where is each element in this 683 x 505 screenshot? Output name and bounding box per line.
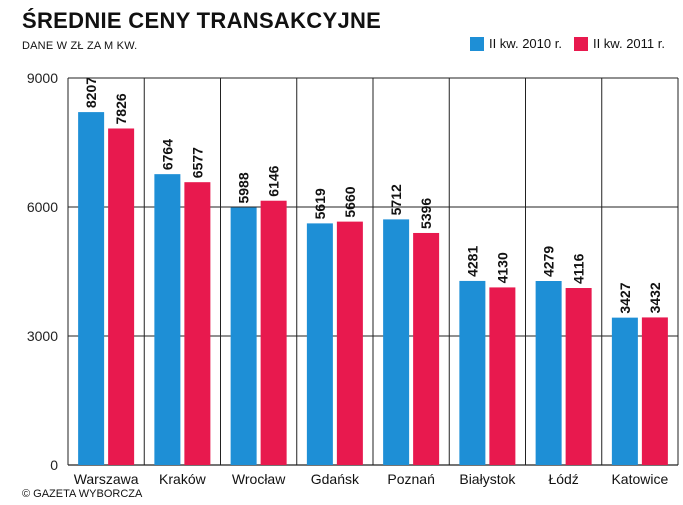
bar-Białystok-2011 <box>489 287 516 465</box>
legend-item-2011: II kw. 2011 r. <box>573 36 665 51</box>
bar-Warszawa-2010 <box>78 112 105 465</box>
bar-value-label-Łódź-2010: 4279 <box>541 246 557 277</box>
chart-subtitle: DANE W ZŁ ZA M KW. <box>22 40 138 52</box>
x-tick-label-Gdańsk: Gdańsk <box>311 471 360 487</box>
y-tick-label-0: 0 <box>50 457 58 473</box>
bar-Kraków-2010 <box>154 174 181 465</box>
chart-legend: II kw. 2010 r. II kw. 2011 r. <box>469 36 665 51</box>
bar-value-label-Gdańsk-2011: 5660 <box>342 186 358 217</box>
x-tick-label-Łódź: Łódź <box>548 471 578 487</box>
legend-label-2011: II kw. 2011 r. <box>592 36 665 51</box>
x-tick-label-Białystok: Białystok <box>459 471 516 487</box>
bar-Białystok-2010 <box>459 280 486 465</box>
bar-value-label-Łódź-2011: 4116 <box>571 253 587 284</box>
bar-Łódź-2011 <box>565 288 592 465</box>
credit-line: © GAZETA WYBORCZA <box>22 488 143 500</box>
x-tick-label-Wrocław: Wrocław <box>232 471 286 487</box>
bar-value-label-Katowice-2011: 3432 <box>647 282 663 313</box>
bar-Katowice-2011 <box>641 317 668 465</box>
bar-Łódź-2010 <box>535 281 562 465</box>
bar-value-label-Warszawa-2010: 8207 <box>83 77 99 108</box>
bar-value-label-Poznań-2011: 5396 <box>418 198 434 229</box>
legend-swatch-2011 <box>573 36 588 51</box>
bar-value-label-Poznań-2010: 5712 <box>388 184 404 215</box>
bar-value-label-Kraków-2010: 6764 <box>159 139 175 170</box>
bar-Warszawa-2011 <box>108 128 135 465</box>
legend-label-2010: II kw. 2010 r. <box>488 36 562 51</box>
y-tick-label-3000: 3000 <box>27 328 58 344</box>
x-tick-label-Katowice: Katowice <box>611 471 668 487</box>
y-tick-label-9000: 9000 <box>27 70 58 86</box>
bar-value-label-Wrocław-2010: 5988 <box>236 172 252 203</box>
bar-Wrocław-2011 <box>260 200 287 466</box>
bar-Gdańsk-2011 <box>336 221 363 465</box>
legend-swatch-2010 <box>469 36 484 51</box>
bar-value-label-Wrocław-2011: 6146 <box>266 165 282 196</box>
x-tick-label-Warszawa: Warszawa <box>74 471 139 487</box>
bar-Kraków-2011 <box>184 182 211 465</box>
bar-value-label-Gdańsk-2010: 5619 <box>312 188 328 219</box>
bar-value-label-Białystok-2010: 4281 <box>464 246 480 277</box>
x-tick-label-Poznań: Poznań <box>387 471 434 487</box>
chart-title: ŚREDNIE CENY TRANSAKCYJNE <box>22 8 382 33</box>
x-tick-label-Kraków: Kraków <box>159 471 207 487</box>
bar-Katowice-2010 <box>611 317 638 465</box>
y-tick-label-6000: 6000 <box>27 199 58 215</box>
bar-Poznań-2011 <box>413 232 440 465</box>
legend-item-2010: II kw. 2010 r. <box>469 36 562 51</box>
bar-Wrocław-2010 <box>230 207 257 466</box>
bar-value-label-Białystok-2011: 4130 <box>494 252 510 283</box>
bar-Poznań-2010 <box>383 219 410 465</box>
bar-value-label-Warszawa-2011: 7826 <box>113 93 129 124</box>
bar-value-label-Kraków-2011: 6577 <box>189 147 205 178</box>
bar-Gdańsk-2010 <box>306 223 333 465</box>
bar-value-label-Katowice-2010: 3427 <box>617 282 633 313</box>
